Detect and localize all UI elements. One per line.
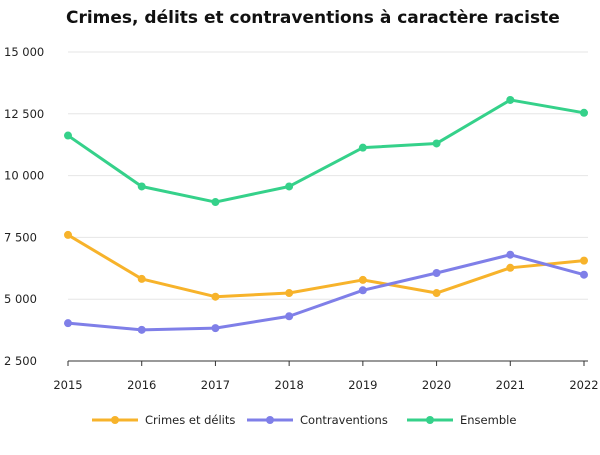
data-point — [64, 319, 72, 328]
data-point — [432, 139, 441, 148]
x-tick-label: 2016 — [127, 378, 156, 392]
series-line — [66, 253, 586, 332]
data-point — [432, 289, 441, 298]
data-point — [285, 289, 294, 298]
y-tick-label: 15 000 — [4, 45, 44, 59]
series-line — [66, 98, 586, 204]
grid-lines — [68, 51, 588, 300]
legend-marker — [266, 416, 274, 424]
y-tick-label: 5 000 — [4, 292, 37, 306]
data-point — [285, 182, 294, 191]
legend-label: Crimes et délits — [145, 413, 235, 427]
legend-marker — [426, 416, 434, 424]
data-point — [506, 263, 515, 272]
data-point — [580, 270, 588, 279]
data-point — [211, 324, 220, 333]
y-tick-label: 12 500 — [4, 107, 44, 121]
x-tick-label: 2020 — [422, 378, 451, 392]
x-tick-label: 2015 — [53, 378, 82, 392]
series-line — [66, 233, 586, 299]
x-tick-label: 2022 — [569, 378, 598, 392]
y-tick-label: 10 000 — [4, 169, 44, 183]
data-point — [506, 250, 515, 259]
data-point — [137, 274, 146, 283]
series-group — [64, 95, 588, 334]
data-point — [358, 275, 367, 284]
data-point — [580, 108, 588, 117]
data-point — [506, 95, 515, 104]
data-point — [64, 131, 72, 140]
data-point — [358, 286, 367, 295]
x-tick-label: 2017 — [201, 378, 230, 392]
x-tick-label: 2018 — [275, 378, 304, 392]
legend-marker — [111, 416, 119, 424]
x-axis: 2015 2016 2017 2018 2019 2020 2021 2022 — [53, 360, 599, 392]
data-point — [580, 256, 588, 265]
y-axis: 2 500 5 000 7 500 10 000 12 500 15 000 — [4, 45, 44, 368]
chart-title: Crimes, délits et contraventions à carac… — [66, 8, 560, 28]
legend-label: Contraventions — [300, 413, 388, 427]
data-point — [64, 230, 72, 239]
y-tick-label: 2 500 — [4, 354, 37, 368]
legend: Crimes et délits Contraventions Ensemble — [92, 413, 516, 427]
data-point — [358, 143, 367, 152]
legend-label: Ensemble — [460, 413, 516, 427]
x-tick-label: 2019 — [348, 378, 377, 392]
series-crimes-et-d-lits — [64, 230, 588, 301]
data-point — [285, 312, 294, 321]
data-point — [137, 325, 146, 334]
data-point — [137, 182, 146, 191]
data-point — [211, 292, 220, 301]
series-ensemble — [64, 95, 588, 207]
y-tick-label: 7 500 — [4, 230, 37, 244]
data-point — [432, 268, 441, 277]
data-point — [211, 198, 220, 207]
x-tick-label: 2021 — [496, 378, 525, 392]
series-contraventions — [64, 250, 588, 334]
